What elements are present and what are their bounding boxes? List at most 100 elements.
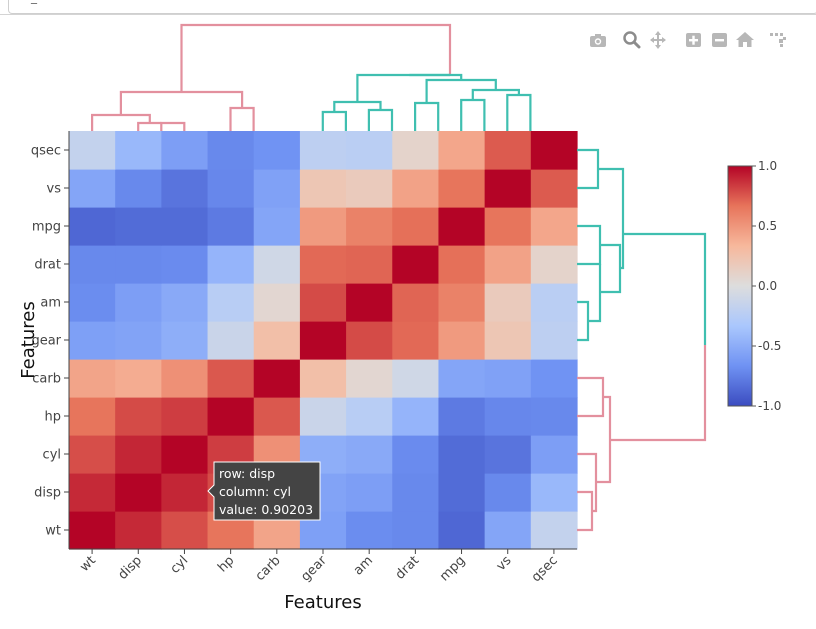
heatmap-cell[interactable]	[69, 283, 116, 322]
heatmap-cell[interactable]	[299, 321, 347, 360]
heatmap-cell[interactable]	[253, 397, 301, 436]
heatmap-cell[interactable]	[207, 359, 255, 398]
heatmap-cell[interactable]	[161, 435, 209, 474]
heatmap-cell[interactable]	[299, 397, 347, 436]
heatmap-cell[interactable]	[438, 435, 486, 474]
heatmap-cell[interactable]	[530, 435, 578, 474]
heatmap-cell[interactable]	[438, 245, 486, 284]
heatmap-cell[interactable]	[530, 359, 578, 398]
heatmap-cell[interactable]	[438, 321, 486, 360]
heatmap-cell[interactable]	[530, 245, 578, 284]
heatmap-cell[interactable]	[253, 169, 301, 208]
input-box[interactable]: _	[8, 0, 816, 14]
heatmap-cell[interactable]	[438, 511, 486, 550]
heatmap-cell[interactable]	[207, 245, 255, 284]
heatmap-cell[interactable]	[299, 207, 347, 246]
heatmap-cell[interactable]	[346, 397, 393, 436]
heatmap-cell[interactable]	[161, 359, 209, 398]
heatmap-cell[interactable]	[253, 207, 301, 246]
heatmap-cell[interactable]	[530, 397, 578, 436]
heatmap-cell[interactable]	[346, 169, 393, 208]
heatmap-cell[interactable]	[392, 359, 440, 398]
heatmap-cell[interactable]	[484, 511, 532, 550]
modebar[interactable]	[590, 31, 786, 49]
heatmap-cell[interactable]	[253, 131, 301, 170]
camera-icon[interactable]	[590, 34, 606, 47]
heatmap-cell[interactable]	[438, 207, 486, 246]
heatmap-cell[interactable]	[253, 283, 301, 322]
pan-icon[interactable]	[650, 31, 666, 49]
heatmap-cell[interactable]	[484, 359, 532, 398]
autoscale-icon[interactable]	[770, 33, 786, 47]
heatmap-cell[interactable]	[484, 321, 532, 360]
heatmap-cell[interactable]	[69, 169, 116, 208]
heatmap-cell[interactable]	[346, 359, 393, 398]
heatmap-cell[interactable]	[115, 511, 162, 550]
heatmap-cell[interactable]	[115, 435, 162, 474]
heatmap-cell[interactable]	[392, 511, 440, 550]
heatmap-cell[interactable]	[346, 207, 393, 246]
heatmap-cell[interactable]	[530, 207, 578, 246]
heatmap-cell[interactable]	[253, 321, 301, 360]
heatmap-cell[interactable]	[346, 435, 393, 474]
heatmap-cell[interactable]	[438, 397, 486, 436]
heatmap-cell[interactable]	[207, 207, 255, 246]
heatmap-cell[interactable]	[299, 359, 347, 398]
heatmap-cell[interactable]	[299, 131, 347, 170]
heatmap-cell[interactable]	[392, 169, 440, 208]
heatmap-cell[interactable]	[69, 511, 116, 550]
heatmap-cells[interactable]	[69, 131, 578, 550]
heatmap-cell[interactable]	[484, 169, 532, 208]
heatmap-cell[interactable]	[392, 245, 440, 284]
heatmap-cell[interactable]	[161, 511, 209, 550]
heatmap-cell[interactable]	[207, 283, 255, 322]
heatmap-cell[interactable]	[115, 245, 162, 284]
zoom-in-icon[interactable]	[686, 33, 701, 47]
heatmap-cell[interactable]	[346, 131, 393, 170]
heatmap-cell[interactable]	[346, 473, 393, 512]
heatmap-cell[interactable]	[392, 131, 440, 170]
heatmap-cell[interactable]	[161, 245, 209, 284]
heatmap-cell[interactable]	[161, 321, 209, 360]
heatmap-cell[interactable]	[346, 321, 393, 360]
heatmap-cell[interactable]	[115, 397, 162, 436]
heatmap-cell[interactable]	[438, 169, 486, 208]
home-icon[interactable]	[736, 32, 754, 47]
heatmap-cell[interactable]	[161, 473, 209, 512]
heatmap-cell[interactable]	[161, 207, 209, 246]
heatmap-cell[interactable]	[392, 435, 440, 474]
heatmap-cell[interactable]	[392, 207, 440, 246]
heatmap-cell[interactable]	[392, 473, 440, 512]
heatmap-cell[interactable]	[438, 359, 486, 398]
heatmap-cell[interactable]	[438, 283, 486, 322]
heatmap-cell[interactable]	[530, 511, 578, 550]
zoom-icon[interactable]	[623, 31, 641, 49]
heatmap-cell[interactable]	[115, 207, 162, 246]
heatmap-cell[interactable]	[207, 321, 255, 360]
heatmap-cell[interactable]	[346, 245, 393, 284]
heatmap-cell[interactable]	[253, 359, 301, 398]
heatmap-cell[interactable]	[69, 321, 116, 360]
heatmap-cell[interactable]	[69, 435, 116, 474]
heatmap-cell[interactable]	[299, 283, 347, 322]
heatmap-cell[interactable]	[346, 511, 393, 550]
heatmap-cell[interactable]	[161, 397, 209, 436]
heatmap-cell[interactable]	[484, 435, 532, 474]
heatmap-cell[interactable]	[484, 397, 532, 436]
heatmap-cell[interactable]	[484, 283, 532, 322]
heatmap-cell[interactable]	[530, 283, 578, 322]
heatmap-cell[interactable]	[530, 473, 578, 512]
heatmap-cell[interactable]	[484, 473, 532, 512]
heatmap-cell[interactable]	[530, 321, 578, 360]
heatmap-cell[interactable]	[69, 359, 116, 398]
heatmap-cell[interactable]	[392, 321, 440, 360]
heatmap-cell[interactable]	[115, 169, 162, 208]
heatmap-cell[interactable]	[253, 245, 301, 284]
heatmap-cell[interactable]	[392, 283, 440, 322]
heatmap-cell[interactable]	[530, 131, 578, 170]
heatmap-cell[interactable]	[115, 321, 162, 360]
heatmap-cell[interactable]	[299, 169, 347, 208]
heatmap-cell[interactable]	[207, 169, 255, 208]
zoom-out-icon[interactable]	[712, 33, 727, 47]
